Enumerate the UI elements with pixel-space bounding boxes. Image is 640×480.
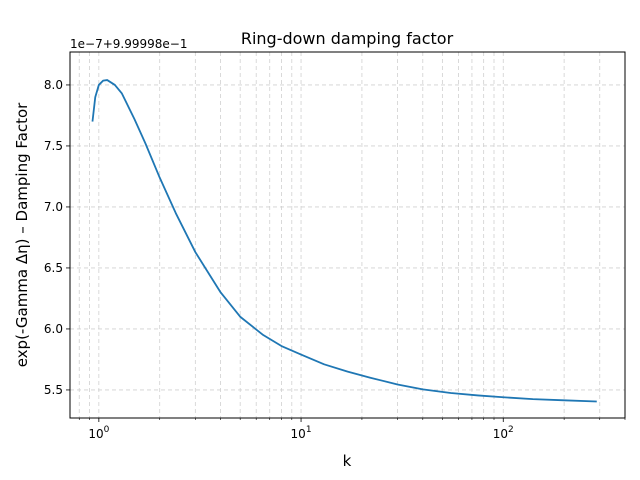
y-tick-label: 6.5	[44, 261, 63, 275]
y-axis-label: exp(-Gamma Δη) – Damping Factor	[13, 102, 31, 367]
x-axis-label: k	[343, 452, 352, 470]
plot-area-frame	[69, 51, 626, 419]
y-axis-ticks: 5.5 6.0 6.5 7.0 7.5 8.0	[44, 78, 70, 397]
x-tick-label: 101	[291, 425, 312, 441]
chart-title: Ring-down damping factor	[241, 29, 454, 48]
y-tick-label: 5.5	[44, 383, 63, 397]
series-line	[91, 79, 597, 403]
y-grid	[70, 84, 625, 391]
y-tick-label: 7.0	[44, 200, 63, 214]
series-layer	[91, 79, 597, 403]
x-major-grid	[98, 52, 504, 418]
x-minor-grid	[78, 52, 626, 418]
x-tick-label: 102	[493, 425, 514, 441]
y-tick-label: 8.0	[44, 78, 63, 92]
x-axis-ticks: 100 101 102	[78, 418, 626, 441]
y-tick-label: 7.5	[44, 139, 63, 153]
x-tick-label: 100	[88, 425, 109, 441]
y-tick-label: 6.0	[44, 322, 63, 336]
y-offset-label: 1e−7+9.99998e−1	[70, 37, 187, 51]
